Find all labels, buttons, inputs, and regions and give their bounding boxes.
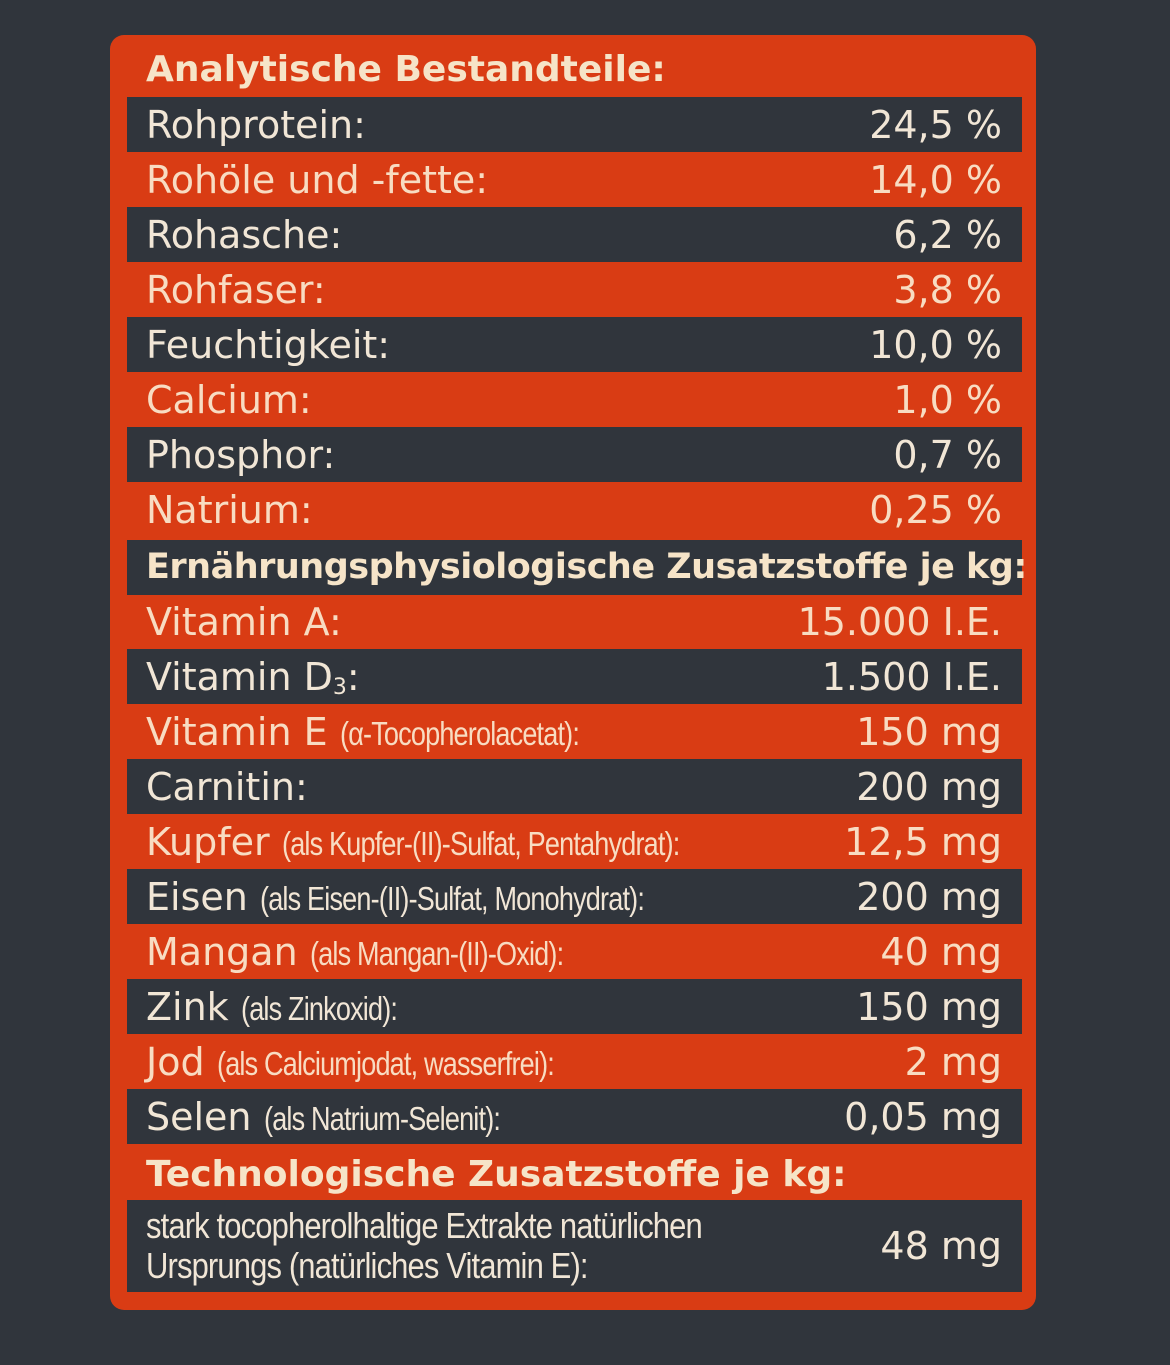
row-label-main: Mangan	[146, 929, 298, 974]
row-label-main: Selen	[146, 1094, 252, 1139]
row-value: 15.000 I.E.	[797, 599, 1002, 644]
table-row: Zink (als Zinkoxid): 150 mg	[127, 979, 1022, 1034]
section-title-technological: Technologische Zusatzstoffe je kg:	[146, 1154, 847, 1195]
row-label-main: Vitamin D	[146, 654, 333, 699]
row-value: 200 mg	[856, 874, 1002, 919]
row-label: Jod (als Calciumjodat, wasserfrei):	[146, 1040, 628, 1084]
row-value: 48 mg	[880, 1224, 1002, 1268]
row-label-main: Eisen	[146, 874, 248, 919]
row-label: Rohprotein:	[146, 102, 366, 147]
row-label: Selen (als Natrium-Selenit):	[146, 1095, 552, 1139]
row-value: 10,0 %	[869, 322, 1002, 367]
table-row: Jod (als Calciumjodat, wasserfrei): 2 mg	[127, 1034, 1022, 1089]
row-value: 0,25 %	[869, 487, 1002, 532]
table-row: Natrium: 0,25 %	[127, 482, 1022, 537]
row-label: Rohasche:	[146, 212, 343, 257]
row-value: 40 mg	[880, 929, 1002, 974]
table-row: Rohfaser: 3,8 %	[127, 262, 1022, 317]
row-label-main: Jod	[146, 1039, 205, 1084]
row-label-detail: (α-Tocopherolacetat):	[339, 714, 580, 752]
row-value: 150 mg	[856, 709, 1002, 754]
row-label: Mangan (als Mangan-(II)-Oxid):	[146, 930, 619, 974]
table-row: Vitamin A: 15.000 I.E.	[127, 594, 1022, 649]
table-row: Rohöle und -fette: 14,0 %	[127, 152, 1022, 207]
table-row: Eisen (als Eisen-(II)-Sulfat, Monohydrat…	[127, 869, 1022, 924]
row-label: Rohöle und -fette:	[146, 157, 489, 202]
row-label-subscript: 3	[332, 674, 347, 700]
row-label: Natrium:	[146, 487, 313, 532]
row-label: Carnitin:	[146, 764, 308, 809]
row-label-main: Zink	[146, 984, 229, 1029]
row-label: Rohfaser:	[146, 267, 326, 312]
row-label: Vitamin D3:	[146, 654, 360, 700]
row-label-detail: (als Eisen-(II)-Sulfat, Monohydrat):	[259, 879, 645, 917]
row-value: 2 mg	[904, 1039, 1002, 1084]
table-row: stark tocopherolhaltige Extrakte natürli…	[127, 1200, 1022, 1292]
table-row: Carnitin: 200 mg	[127, 759, 1022, 814]
table-row: Kupfer (als Kupfer-(II)-Sulfat, Pentahyd…	[127, 814, 1022, 869]
table-row: Rohprotein: 24,5 %	[127, 97, 1022, 152]
row-label: Zink (als Zinkoxid):	[146, 985, 431, 1029]
row-value: 150 mg	[856, 984, 1002, 1029]
row-label-main: Kupfer	[146, 819, 270, 864]
row-label: Phosphor:	[146, 432, 336, 477]
table-row: Vitamin E (α-Tocopherolacetat): 150 mg	[127, 704, 1022, 759]
row-label: Feuchtigkeit:	[146, 322, 391, 367]
row-label-suffix: :	[346, 654, 360, 699]
table-row: Mangan (als Mangan-(II)-Oxid): 40 mg	[127, 924, 1022, 979]
row-value: 14,0 %	[869, 157, 1002, 202]
row-value: 1.500 I.E.	[821, 654, 1002, 699]
row-label: Kupfer (als Kupfer-(II)-Sulfat, Pentahyd…	[146, 820, 766, 864]
row-value: 6,2 %	[893, 212, 1002, 257]
row-value: 0,7 %	[893, 432, 1002, 477]
row-label: Calcium:	[146, 377, 312, 422]
row-label: Eisen (als Eisen-(II)-Sulfat, Monohydrat…	[146, 875, 728, 919]
table-row: Rohasche: 6,2 %	[127, 207, 1022, 262]
row-label-main: Vitamin E	[146, 709, 328, 754]
table-row: Selen (als Natrium-Selenit): 0,05 mg	[127, 1089, 1022, 1144]
row-value: 200 mg	[856, 764, 1002, 809]
row-value: 0,05 mg	[844, 1094, 1002, 1139]
row-label-detail: (als Kupfer-(II)-Sulfat, Pentahydrat):	[281, 824, 680, 862]
row-label-detail: (als Mangan-(II)-Oxid):	[309, 934, 564, 972]
row-label-detail: (als Calciumjodat, wasserfrei):	[216, 1044, 555, 1082]
row-value: 1,0 %	[893, 377, 1002, 422]
section-title-nutritional: Ernährungsphysiologische Zusatzstoffe je…	[127, 540, 1027, 595]
row-value: 12,5 mg	[844, 819, 1002, 864]
table-row: Calcium: 1,0 %	[127, 372, 1022, 427]
row-label-detail: (als Natrium-Selenit):	[263, 1099, 501, 1137]
table-row: Feuchtigkeit: 10,0 %	[127, 317, 1022, 372]
row-label: Vitamin E (α-Tocopherolacetat):	[146, 710, 631, 754]
row-value: 3,8 %	[893, 267, 1002, 312]
row-label: Vitamin A:	[146, 599, 342, 644]
row-value: 24,5 %	[869, 102, 1002, 147]
row-label-detail: (als Zinkoxid):	[240, 989, 398, 1027]
table-row: Phosphor: 0,7 %	[127, 427, 1022, 482]
table-row: Vitamin D3: 1.500 I.E.	[127, 649, 1022, 704]
row-label: stark tocopherolhaltige Extrakte natürli…	[146, 1205, 703, 1286]
section-title-analytic: Analytische Bestandteile:	[146, 49, 666, 90]
